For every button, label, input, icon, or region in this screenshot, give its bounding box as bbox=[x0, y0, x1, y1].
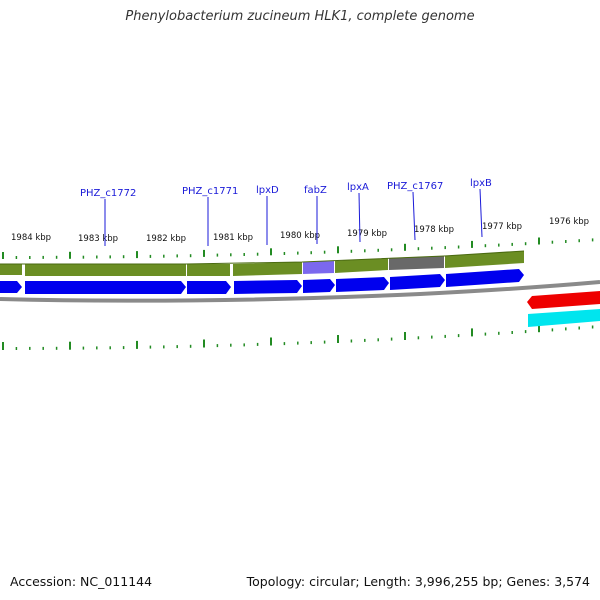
cds-segment-lpxb[interactable] bbox=[445, 251, 524, 268]
kbp-label-1980: 1980 kbp bbox=[280, 231, 320, 241]
kbp-label-1984: 1984 kbp bbox=[11, 233, 51, 243]
cds-band-edge bbox=[0, 250, 525, 265]
gene-arrow-lpxb[interactable] bbox=[446, 269, 524, 287]
leader-lpxb bbox=[479, 188, 483, 238]
gene-label-fabz[interactable]: fabZ bbox=[304, 185, 327, 196]
cds-segment-phz-c1772[interactable] bbox=[25, 264, 186, 276]
kbp-label-1979: 1979 kbp bbox=[347, 229, 387, 239]
reverse-features bbox=[527, 291, 600, 327]
genome-backbone bbox=[0, 280, 600, 303]
gene-arrow-phz-c1771[interactable] bbox=[187, 281, 231, 294]
kbp-label-1983: 1983 kbp bbox=[78, 234, 118, 244]
gene-label-phz-c1771[interactable]: PHZ_c1771 bbox=[182, 186, 238, 197]
gene-arrow-phz-c1767[interactable] bbox=[390, 274, 445, 290]
cds-segment-lpxa[interactable] bbox=[335, 258, 388, 273]
kbp-scale: 1984 kbp 1983 kbp 1982 kbp 1981 kbp 1980… bbox=[11, 217, 589, 244]
kbp-label-1976: 1976 kbp bbox=[549, 217, 589, 227]
footer-info: Topology: circular; Length: 3,996,255 bp… bbox=[246, 574, 590, 589]
cds-segment[interactable] bbox=[0, 264, 22, 275]
gene-arrow-lpxd[interactable] bbox=[234, 280, 302, 294]
cds-segment-phz-c1767[interactable] bbox=[389, 256, 444, 270]
ticks-top bbox=[2, 237, 594, 259]
gene-label-phz-c1767[interactable]: PHZ_c1767 bbox=[387, 181, 443, 192]
cds-segment-fabz[interactable] bbox=[303, 261, 334, 274]
gene-arrow-fabz[interactable] bbox=[303, 279, 335, 293]
cds-band bbox=[0, 250, 525, 276]
gene-arrows bbox=[0, 269, 524, 294]
reverse-feature-band[interactable] bbox=[528, 309, 600, 327]
leader-phz-c1767 bbox=[412, 191, 416, 241]
kbp-label-1977: 1977 kbp bbox=[482, 222, 522, 232]
gene-label-lpxa[interactable]: lpxA bbox=[347, 182, 369, 193]
page-title: Phenylobacterium zucineum HLK1, complete… bbox=[125, 9, 475, 24]
kbp-label-1982: 1982 kbp bbox=[146, 234, 186, 244]
cds-segment-phz-c1771[interactable] bbox=[187, 264, 230, 276]
kbp-label-1978: 1978 kbp bbox=[414, 225, 454, 235]
gene-arrow[interactable] bbox=[0, 281, 22, 293]
gene-arrow-lpxa[interactable] bbox=[336, 277, 389, 292]
gene-label-lpxd[interactable]: lpxD bbox=[256, 185, 279, 196]
leader-lpxa bbox=[358, 192, 361, 243]
ticks-bottom bbox=[2, 324, 594, 350]
footer-accession: Accession: NC_011144 bbox=[10, 574, 153, 589]
cds-segment-lpxd[interactable] bbox=[233, 262, 302, 276]
gene-labels: PHZ_c1772 PHZ_c1771 lpxD fabZ lpxA PHZ_c… bbox=[80, 178, 492, 246]
gene-arrow-phz-c1772[interactable] bbox=[25, 281, 186, 294]
reverse-gene-arrow[interactable] bbox=[527, 291, 600, 309]
gene-label-lpxb[interactable]: lpxB bbox=[470, 178, 492, 189]
gene-label-phz-c1772[interactable]: PHZ_c1772 bbox=[80, 188, 136, 199]
kbp-label-1981: 1981 kbp bbox=[213, 233, 253, 243]
